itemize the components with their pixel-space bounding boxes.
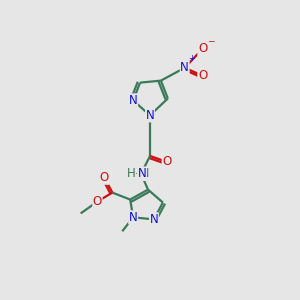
Text: +: + (189, 54, 196, 63)
Text: H–N: H–N (126, 167, 150, 180)
Text: O: O (100, 171, 109, 184)
Text: N: N (138, 167, 146, 180)
Text: H: H (127, 167, 136, 180)
Text: O: O (93, 195, 102, 208)
Text: −: − (208, 36, 215, 45)
Text: N: N (180, 61, 189, 74)
Text: O: O (198, 42, 207, 56)
Text: O: O (198, 69, 207, 82)
Text: N: N (150, 213, 158, 226)
Text: O: O (162, 155, 172, 168)
Text: N: N (146, 109, 154, 122)
Text: N: N (129, 211, 137, 224)
Text: N: N (129, 94, 137, 107)
